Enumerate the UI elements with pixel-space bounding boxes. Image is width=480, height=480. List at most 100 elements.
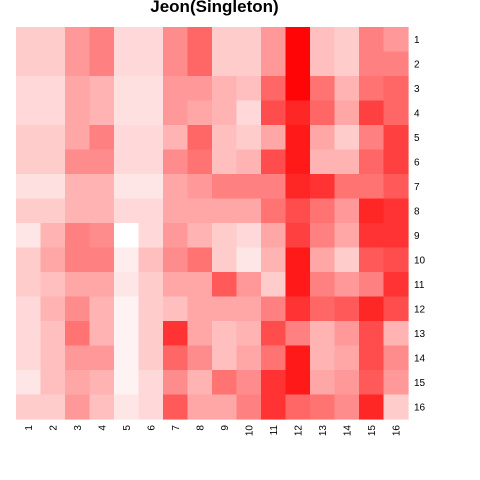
heatmap-cell-r9-c1: [16, 223, 42, 249]
heatmap-cell-r6-c5: [114, 149, 140, 175]
heatmap-cell-r1-c5: [114, 27, 140, 53]
heatmap-cell-r6-c10: [236, 149, 262, 175]
heatmap-cell-r8-c5: [114, 198, 140, 224]
row-label: 7: [414, 182, 420, 193]
heatmap-cell-r2-c14: [334, 51, 360, 77]
heatmap-cell-r4-c2: [40, 100, 66, 126]
heatmap-cell-r10-c5: [114, 247, 140, 273]
heatmap-cell-r14-c11: [261, 345, 287, 371]
heatmap-cell-r1-c9: [212, 27, 238, 53]
heatmap-cell-r8-c9: [212, 198, 238, 224]
heatmap-cell-r9-c9: [212, 223, 238, 249]
heatmap-cell-r15-c2: [40, 370, 66, 396]
heatmap-cell-r10-c11: [261, 247, 287, 273]
heatmap-cell-r5-c16: [383, 125, 409, 151]
heatmap-cell-r2-c9: [212, 51, 238, 77]
heatmap-cell-r4-c16: [383, 100, 409, 126]
heatmap-cell-r13-c15: [359, 321, 385, 347]
row-label: 4: [414, 108, 420, 119]
heatmap-cell-r10-c12: [285, 247, 311, 273]
heatmap-cell-r16-c5: [114, 394, 140, 420]
heatmap-cell-r1-c15: [359, 27, 385, 53]
heatmap-cell-r1-c10: [236, 27, 262, 53]
heatmap-cell-r13-c2: [40, 321, 66, 347]
heatmap-cell-r10-c6: [138, 247, 164, 273]
heatmap-cell-r6-c6: [138, 149, 164, 175]
heatmap-cell-r15-c3: [65, 370, 91, 396]
heatmap-cell-r3-c7: [163, 76, 189, 102]
heatmap-cell-r10-c16: [383, 247, 409, 273]
heatmap-cell-r6-c15: [359, 149, 385, 175]
column-label: 2: [48, 425, 59, 431]
heatmap-cell-r14-c15: [359, 345, 385, 371]
row-label: 14: [414, 353, 426, 364]
heatmap-cell-r5-c9: [212, 125, 238, 151]
heatmap-cell-r13-c5: [114, 321, 140, 347]
heatmap-cell-r13-c7: [163, 321, 189, 347]
heatmap-cell-r15-c9: [212, 370, 238, 396]
heatmap-cell-r8-c8: [187, 198, 213, 224]
heatmap-cell-r15-c8: [187, 370, 213, 396]
heatmap-cell-r12-c11: [261, 296, 287, 322]
heatmap-cell-r7-c4: [89, 174, 115, 200]
heatmap-cell-r14-c2: [40, 345, 66, 371]
heatmap-cell-r14-c13: [310, 345, 336, 371]
heatmap-cell-r6-c7: [163, 149, 189, 175]
row-label: 1: [414, 35, 420, 46]
heatmap-cell-r14-c9: [212, 345, 238, 371]
heatmap-cell-r4-c7: [163, 100, 189, 126]
heatmap-cell-r4-c1: [16, 100, 42, 126]
heatmap-cell-r6-c16: [383, 149, 409, 175]
heatmap-cell-r4-c14: [334, 100, 360, 126]
heatmap-cell-r11-c11: [261, 272, 287, 298]
heatmap-cell-r7-c6: [138, 174, 164, 200]
heatmap-cell-r1-c13: [310, 27, 336, 53]
heatmap-cell-r13-c4: [89, 321, 115, 347]
heatmap-cell-r3-c12: [285, 76, 311, 102]
heatmap-cell-r11-c8: [187, 272, 213, 298]
heatmap-cell-r3-c13: [310, 76, 336, 102]
heatmap-cell-r5-c12: [285, 125, 311, 151]
heatmap-cell-r14-c4: [89, 345, 115, 371]
heatmap-cell-r13-c13: [310, 321, 336, 347]
heatmap-cell-r7-c1: [16, 174, 42, 200]
heatmap-cell-r14-c12: [285, 345, 311, 371]
heatmap-cell-r13-c8: [187, 321, 213, 347]
heatmap-cell-r14-c5: [114, 345, 140, 371]
heatmap-cell-r8-c15: [359, 198, 385, 224]
heatmap-cell-r12-c6: [138, 296, 164, 322]
heatmap-cell-r9-c6: [138, 223, 164, 249]
heatmap-cell-r11-c10: [236, 272, 262, 298]
heatmap-cell-r13-c14: [334, 321, 360, 347]
heatmap-cell-r15-c10: [236, 370, 262, 396]
heatmap-cell-r12-c3: [65, 296, 91, 322]
column-label: 12: [293, 425, 304, 437]
heatmap-cell-r12-c1: [16, 296, 42, 322]
column-label: 1: [24, 425, 35, 431]
heatmap-cell-r12-c13: [310, 296, 336, 322]
heatmap-cell-r5-c7: [163, 125, 189, 151]
heatmap-cell-r14-c16: [383, 345, 409, 371]
heatmap-cell-r11-c12: [285, 272, 311, 298]
heatmap-cell-r10-c1: [16, 247, 42, 273]
column-label: 8: [195, 425, 206, 431]
column-label: 14: [342, 425, 353, 437]
heatmap-cell-r10-c9: [212, 247, 238, 273]
heatmap-cell-r13-c6: [138, 321, 164, 347]
heatmap-cell-r16-c6: [138, 394, 164, 420]
heatmap-cell-r14-c10: [236, 345, 262, 371]
heatmap-cell-r1-c12: [285, 27, 311, 53]
heatmap-cell-r3-c14: [334, 76, 360, 102]
heatmap-cell-r12-c15: [359, 296, 385, 322]
heatmap-cell-r11-c6: [138, 272, 164, 298]
heatmap-cell-r10-c8: [187, 247, 213, 273]
heatmap-cell-r15-c11: [261, 370, 287, 396]
heatmap-cell-r10-c4: [89, 247, 115, 273]
heatmap-cell-r12-c2: [40, 296, 66, 322]
heatmap-cell-r10-c15: [359, 247, 385, 273]
heatmap-cell-r3-c1: [16, 76, 42, 102]
heatmap-cell-r2-c7: [163, 51, 189, 77]
heatmap-cell-r8-c11: [261, 198, 287, 224]
heatmap-cell-r8-c7: [163, 198, 189, 224]
row-label: 10: [414, 255, 426, 266]
